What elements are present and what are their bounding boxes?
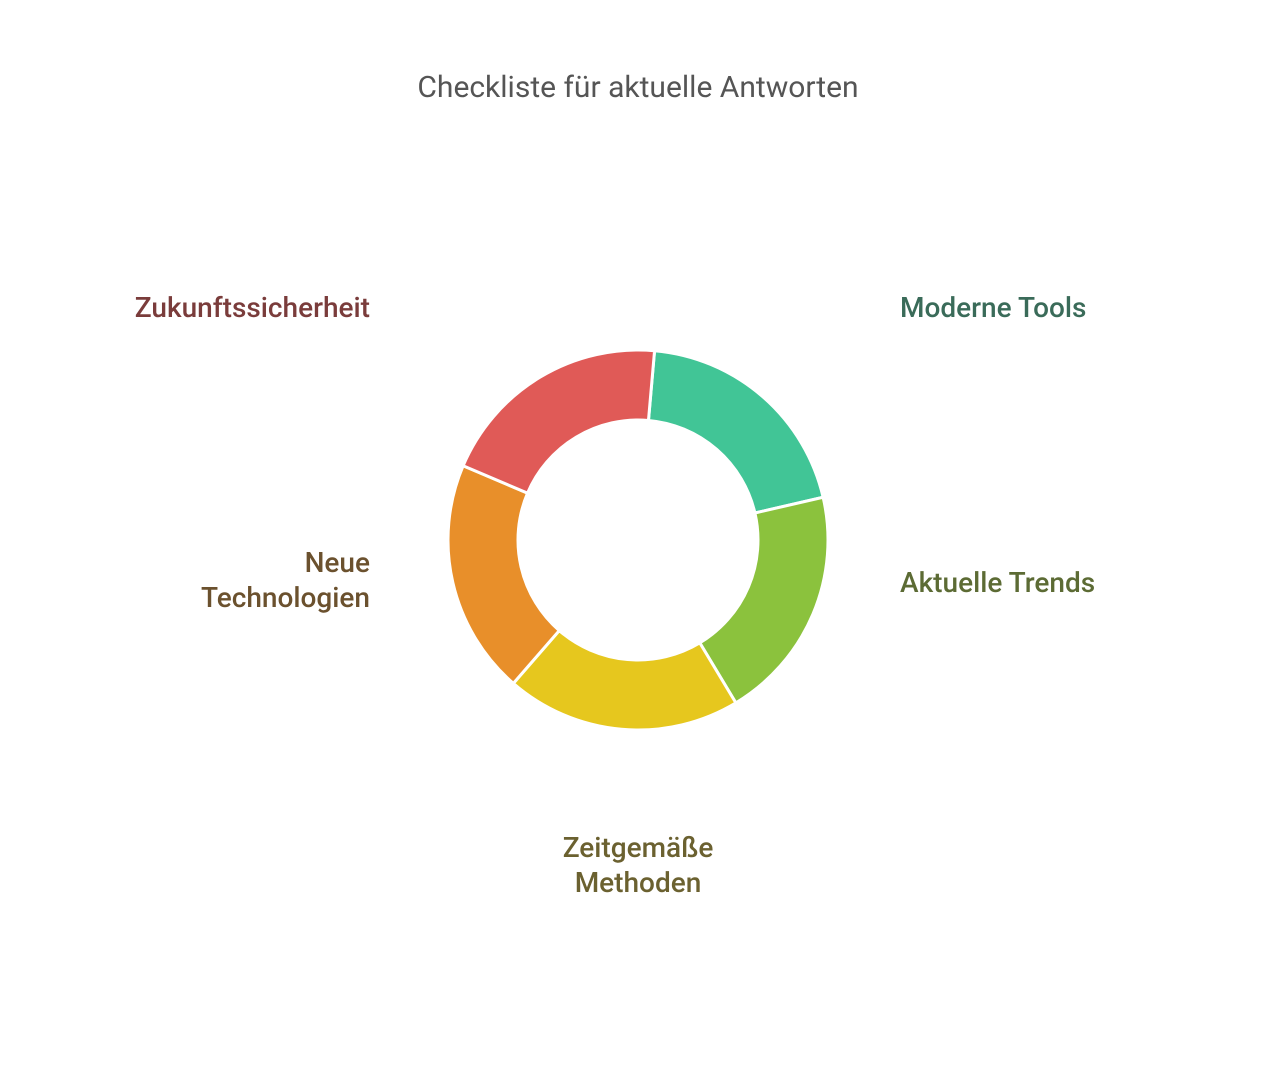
donut-segment bbox=[648, 351, 823, 513]
donut-segment bbox=[463, 350, 654, 493]
segment-label: Aktuelle Trends bbox=[900, 565, 1095, 600]
segment-label: Neue Technologien bbox=[201, 545, 370, 615]
donut-chart bbox=[443, 345, 833, 735]
donut-wrap bbox=[443, 345, 833, 739]
segment-label: Zeitgemäße Methoden bbox=[0, 830, 1276, 900]
donut-segment bbox=[448, 466, 559, 684]
chart-canvas: Checkliste für aktuelle Antworten Modern… bbox=[0, 0, 1276, 1084]
segment-label: Moderne Tools bbox=[900, 290, 1086, 325]
segment-label: Zukunftssicherheit bbox=[135, 290, 370, 325]
chart-title: Checkliste für aktuelle Antworten bbox=[0, 70, 1276, 105]
